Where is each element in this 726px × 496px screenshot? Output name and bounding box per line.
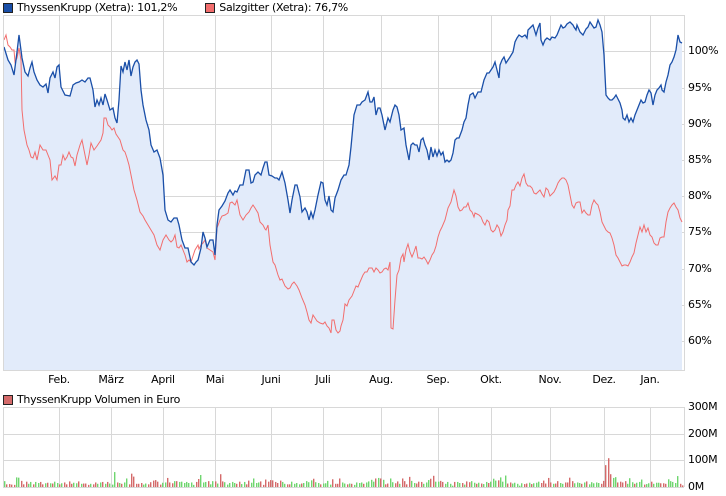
volume-grid-lines <box>3 407 685 488</box>
volume-bars <box>4 458 684 487</box>
x-tick-label: Juni <box>261 373 281 386</box>
x-tick-label: Mai <box>205 373 225 386</box>
x-tick-label: Feb. <box>48 373 70 386</box>
y-tick-label: 75% <box>688 225 712 238</box>
volume-tick-label: 0M <box>688 480 704 493</box>
volume-legend-label: ThyssenKrupp Volumen in Euro <box>17 393 181 406</box>
x-tick-label: Nov. <box>538 373 562 386</box>
y-tick-label: 90% <box>688 117 712 130</box>
y-tick-label: 65% <box>688 298 712 311</box>
volume-legend: ThyssenKrupp Volumen in Euro <box>3 393 180 406</box>
volume-tick-label: 100M <box>688 453 718 466</box>
x-tick-label: Juli <box>315 373 331 386</box>
legend-label-salzgitter: Salzgitter (Xetra): 76,7% <box>219 1 348 14</box>
x-tick-label: Aug. <box>369 373 393 386</box>
x-tick-label: Jan. <box>640 373 660 386</box>
y-tick-label: 60% <box>688 334 712 347</box>
x-tick-label: März <box>98 373 124 386</box>
chart-legend: ThyssenKrupp (Xetra): 101,2% Salzgitter … <box>3 1 348 14</box>
legend-salzgitter: Salzgitter (Xetra): 76,7% <box>205 1 348 14</box>
y-tick-label: 95% <box>688 81 712 94</box>
x-tick-label: Okt. <box>480 373 502 386</box>
legend-swatch-salzgitter <box>205 2 216 13</box>
y-tick-label: 100% <box>688 44 719 57</box>
salzgitter-line <box>3 33 683 334</box>
volume-tick-label: 300M <box>688 400 718 413</box>
x-tick-label: April <box>151 373 175 386</box>
y-tick-label: 70% <box>688 262 712 275</box>
thyssenkrupp-area <box>4 20 682 370</box>
y-tick-label: 80% <box>688 189 712 202</box>
y-tick-label: 85% <box>688 153 712 166</box>
legend-swatch-thyssenkrupp <box>3 2 13 13</box>
thyssenkrupp-line <box>3 17 683 267</box>
legend-thyssenkrupp: ThyssenKrupp (Xetra): 101,2% <box>3 1 178 14</box>
x-tick-label: Dez. <box>592 373 616 386</box>
x-tick-label: Sep. <box>426 373 450 386</box>
plot-frame <box>3 15 685 371</box>
volume-tick-label: 200M <box>688 427 718 440</box>
legend-label-thyssenkrupp: ThyssenKrupp (Xetra): 101,2% <box>17 1 178 14</box>
volume-legend-swatch <box>3 394 13 405</box>
